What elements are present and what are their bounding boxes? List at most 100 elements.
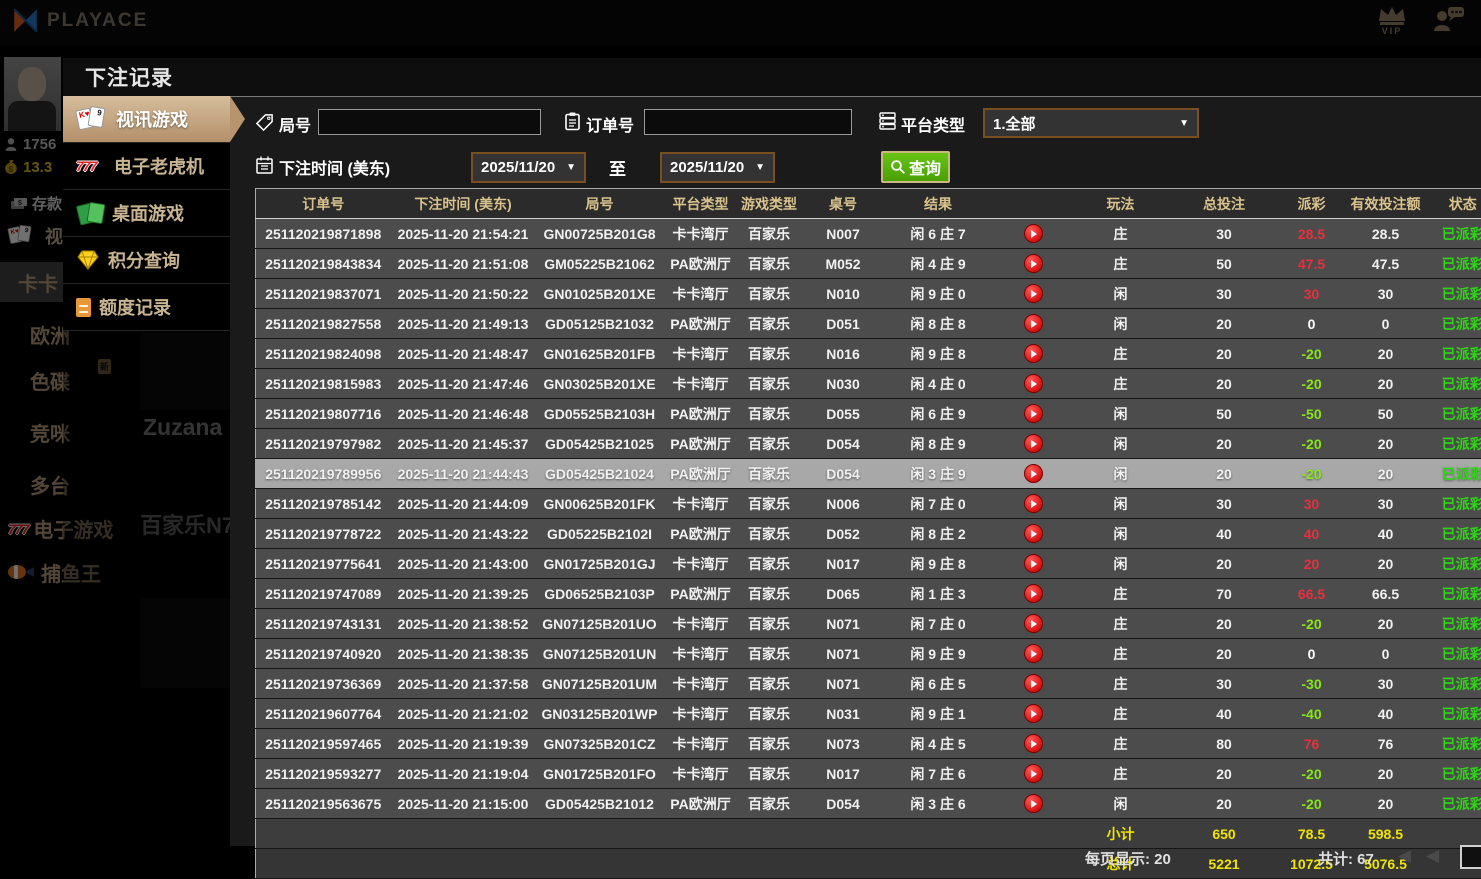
replay-video-button[interactable] [1024, 224, 1043, 243]
platform-select[interactable]: 1.全部 ▼ [983, 108, 1199, 138]
replay-video-button[interactable] [1024, 584, 1043, 603]
table-cell: 251120219778722 [256, 519, 391, 549]
table-cell: 百家乐 [738, 339, 801, 369]
table-cell: GN01725B201GJ [536, 549, 664, 579]
table-cell: PA欧洲厅 [664, 399, 738, 429]
table-cell: 已派彩 [1431, 399, 1481, 429]
table-cell: N006 [801, 489, 886, 519]
table-cell [991, 309, 1076, 339]
replay-video-button[interactable] [1024, 314, 1043, 333]
table-cell: 庄 [1076, 339, 1166, 369]
table-cell: 30 [1283, 489, 1341, 519]
table-cell: 20 [1341, 789, 1431, 819]
table-cell: 闲 9 庄 9 [886, 639, 991, 669]
table-cell: 闲 9 庄 8 [886, 549, 991, 579]
table-cell: 百家乐 [738, 459, 801, 489]
table-cell: 百家乐 [738, 429, 801, 459]
order-input[interactable] [644, 109, 852, 135]
table-cell: GD05425B21012 [536, 789, 664, 819]
table-cell: 251120219563675 [256, 789, 391, 819]
modal-nav-item[interactable]: 额度记录 [63, 284, 230, 331]
modal-nav-label: 电子老虎机 [114, 153, 204, 179]
table-cell: 闲 [1076, 309, 1166, 339]
table-cell: PA欧洲厅 [664, 789, 738, 819]
table-games-icon [76, 201, 104, 225]
table-cell: GM05225B21062 [536, 249, 664, 279]
replay-video-button[interactable] [1024, 734, 1043, 753]
table-cell: 20 [1341, 339, 1431, 369]
prev-page-arrow[interactable]: ◀ [1426, 846, 1439, 866]
replay-video-button[interactable] [1024, 764, 1043, 783]
table-cell: GD06525B2103P [536, 579, 664, 609]
query-button[interactable]: 查询 [881, 151, 950, 183]
table-cell: 百家乐 [738, 309, 801, 339]
replay-video-button[interactable] [1024, 524, 1043, 543]
table-cell [991, 609, 1076, 639]
summary-cell: 小计 [1076, 819, 1166, 849]
replay-video-button[interactable] [1024, 494, 1043, 513]
replay-video-button[interactable] [1024, 254, 1043, 273]
page-number-input[interactable]: 1 [1460, 845, 1481, 869]
modal-nav-item[interactable]: 积分查询 [63, 237, 230, 284]
replay-video-button[interactable] [1024, 704, 1043, 723]
date-to-select[interactable]: 2025/11/20 ▼ [660, 152, 775, 183]
replay-video-button[interactable] [1024, 434, 1043, 453]
replay-video-button[interactable] [1024, 674, 1043, 693]
replay-video-button[interactable] [1024, 644, 1043, 663]
table-cell: 已派彩 [1431, 429, 1481, 459]
table-cell: 已派彩 [1431, 249, 1481, 279]
table-cell: -30 [1283, 669, 1341, 699]
round-input[interactable] [318, 109, 541, 135]
modal-edge-shadow [63, 331, 230, 865]
table-cell: 20 [1341, 609, 1431, 639]
table-cell: 30 [1283, 279, 1341, 309]
table-cell: 40 [1341, 699, 1431, 729]
modal-nav-item[interactable]: 桌面游戏 [63, 190, 230, 237]
column-header [991, 189, 1076, 219]
chevron-down-icon: ▼ [1179, 118, 1189, 129]
table-cell: PA欧洲厅 [664, 459, 738, 489]
first-page-arrow[interactable]: ◀ [1398, 846, 1411, 866]
replay-video-button[interactable] [1024, 464, 1043, 483]
table-cell: N073 [801, 729, 886, 759]
replay-video-button[interactable] [1024, 614, 1043, 633]
replay-video-button[interactable] [1024, 374, 1043, 393]
bet-records-table: 订单号下注时间 (美东)局号平台类型游戏类型桌号结果玩法总投注派彩有效投注额状态… [255, 188, 1481, 879]
modal-title: 下注记录 [85, 62, 173, 92]
table-cell [991, 759, 1076, 789]
replay-video-button[interactable] [1024, 794, 1043, 813]
date-from-select[interactable]: 2025/11/20 ▼ [471, 152, 586, 183]
table-cell: 30 [1166, 219, 1283, 249]
table-cell: GN00725B201G8 [536, 219, 664, 249]
table-cell: 76 [1341, 729, 1431, 759]
replay-video-button[interactable] [1024, 284, 1043, 303]
replay-video-button[interactable] [1024, 554, 1043, 573]
replay-video-button[interactable] [1024, 344, 1043, 363]
modal-main-panel: 局号 订单号 平台类型 1.全部 ▼ 下注时间 (美东) 2025/11/20 … [230, 96, 1481, 846]
table-cell: 2025-11-20 21:46:48 [391, 399, 536, 429]
replay-video-button[interactable] [1024, 404, 1043, 423]
table-cell: M052 [801, 249, 886, 279]
